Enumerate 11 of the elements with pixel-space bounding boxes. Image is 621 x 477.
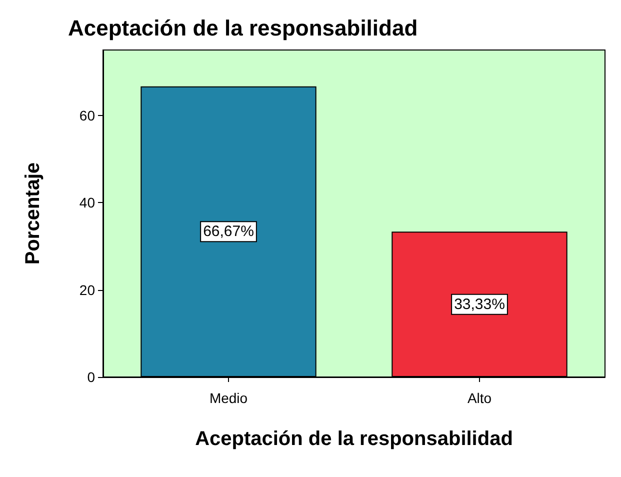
x-tick-label: Medio [209,390,248,406]
data-label: 66,67% [203,223,254,240]
y-tick-label: 0 [87,369,96,385]
x-axis-title: Aceptación de la responsabilidad [195,428,513,450]
y-tick-label: 40 [79,194,96,211]
data-label: 33,33% [454,296,505,313]
x-tick-label: Alto [467,390,492,406]
y-tick-label: 20 [79,282,96,298]
y-axis-title: Porcentaje [22,162,44,265]
chart-title: Aceptación de la responsabilidad [68,16,418,40]
y-tick-label: 60 [79,107,96,124]
